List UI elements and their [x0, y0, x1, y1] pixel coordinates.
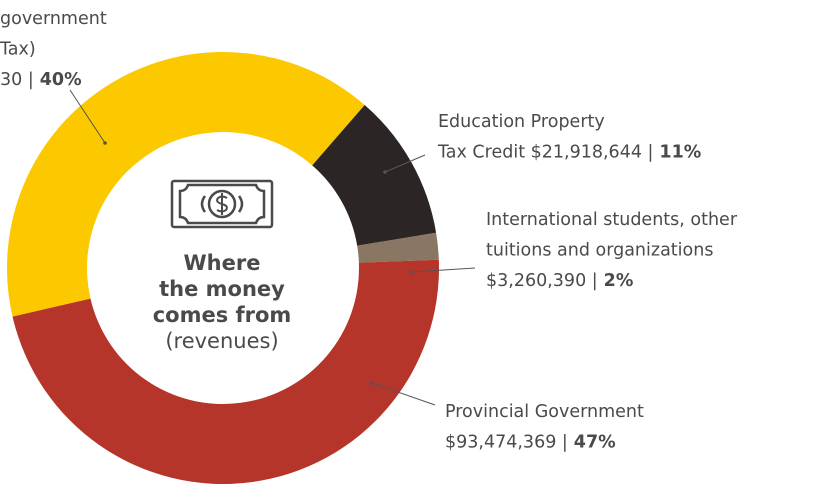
- label-text: tuitions and organizations: [486, 241, 713, 261]
- leader-line: [371, 382, 436, 406]
- center-title: comes from: [153, 303, 292, 327]
- slice-label: Education Property: [438, 112, 605, 132]
- center-title: the money: [159, 277, 285, 301]
- money-icon: [170, 179, 274, 229]
- center-title: Where: [184, 251, 261, 275]
- label-text: $93,474,369 |: [445, 433, 568, 453]
- leader-line: [69, 89, 106, 144]
- donut-slice: [12, 259, 439, 484]
- donut-slice: [7, 52, 365, 317]
- slice-label: government: [0, 9, 107, 29]
- label-text: Provincial Government: [445, 402, 644, 422]
- slice-label: 30 | 40%: [0, 70, 82, 90]
- value-label: 2%: [604, 271, 634, 291]
- label-text: Tax): [0, 40, 36, 60]
- label-text: Education Property: [438, 112, 605, 132]
- slice-label: Tax): [0, 40, 36, 60]
- label-text: 30 |: [0, 70, 34, 90]
- label-text: $3,260,390 |: [486, 271, 598, 291]
- donut-slice: [357, 232, 439, 263]
- slice-label: $93,474,369 | 47%: [445, 433, 616, 453]
- center-note: (revenues): [165, 329, 278, 353]
- leader-dot: [103, 141, 107, 145]
- label-text: government: [0, 9, 107, 29]
- leader-line: [411, 267, 476, 273]
- value-label: 11%: [659, 143, 701, 163]
- donut-slice: [312, 104, 437, 246]
- slice-label: International students, other: [486, 210, 738, 230]
- leader-dot: [410, 270, 414, 274]
- slice-label: Tax Credit $21,918,644 | 11%: [437, 143, 701, 163]
- leader-dot: [370, 381, 374, 385]
- slice-label: $3,260,390 | 2%: [486, 271, 633, 291]
- label-text: International students, other: [486, 210, 738, 230]
- slice-label: Provincial Government: [445, 402, 644, 422]
- value-label: 40%: [40, 70, 82, 90]
- leader-line: [384, 154, 426, 173]
- label-text: Tax Credit $21,918,644 |: [437, 143, 653, 163]
- slice-label: tuitions and organizations: [486, 241, 713, 261]
- leader-dot: [383, 170, 387, 174]
- value-label: 47%: [574, 433, 616, 453]
